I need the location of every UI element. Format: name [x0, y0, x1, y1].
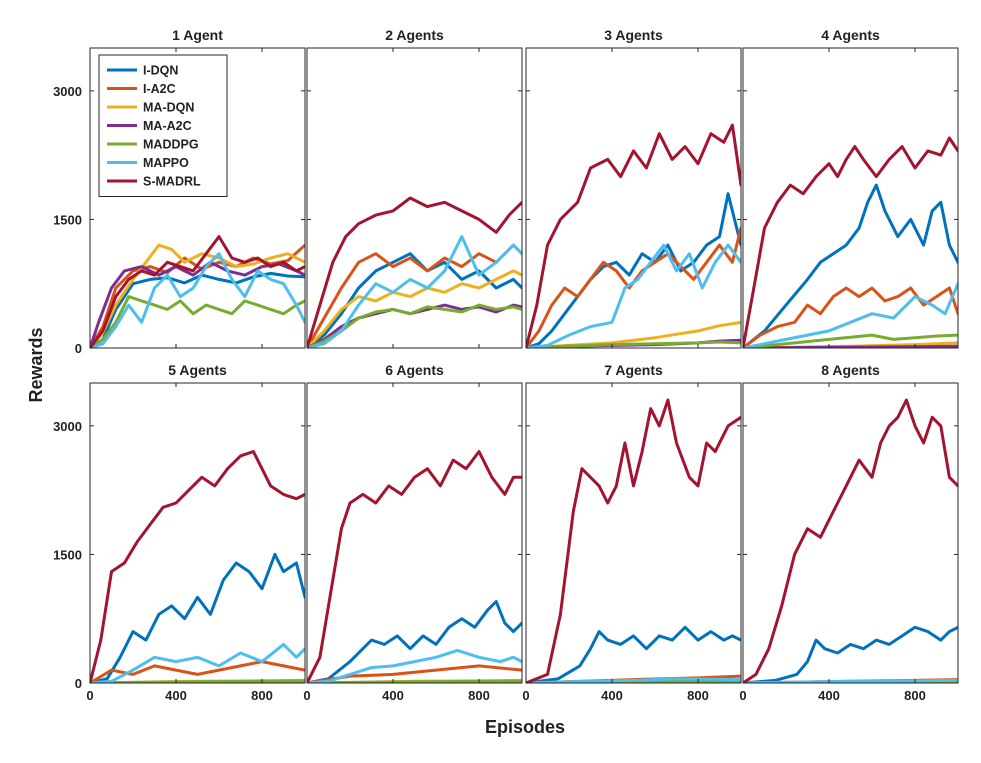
series-line-s-madrl: [90, 450, 305, 683]
subplot-4: 4 Agents: [742, 27, 959, 349]
x-tick-label: 0: [86, 688, 93, 703]
y-tick-label: 1500: [53, 212, 82, 227]
y-tick-label: 3000: [53, 84, 82, 99]
series-group: [90, 450, 305, 683]
series-line-i-dqn: [307, 252, 522, 348]
legend-label-s-madrl: S-MADRL: [143, 175, 201, 189]
series-line-i-dqn: [307, 600, 522, 683]
series-line-s-madrl: [526, 398, 741, 683]
legend-label-maddpg: MADDPG: [143, 138, 199, 152]
x-tick-label: 800: [687, 688, 709, 703]
subplot-frame: [742, 47, 959, 349]
y-tick-label: 0: [75, 676, 82, 691]
series-line-s-madrl: [526, 123, 741, 348]
series-line-maddpg: [743, 333, 958, 348]
y-tick-label: 3000: [53, 419, 82, 434]
subplot-frame: [306, 382, 523, 684]
y-tick-label: 1500: [53, 547, 82, 562]
series-group: [743, 398, 958, 683]
subplot-5: 5 Agents 0 400 800 0 1500 3000: [53, 362, 306, 703]
series-line-maddpg: [90, 295, 305, 348]
x-tick-label: 400: [165, 688, 187, 703]
subplot-7: 7 Agents 0 400 800: [522, 362, 742, 703]
series-line-ma-dqn: [307, 269, 522, 348]
series-group: [743, 136, 958, 348]
series-line-mappo: [90, 642, 305, 683]
x-tick-label: 0: [522, 688, 529, 703]
subplot-title: 5 Agents: [168, 362, 227, 378]
x-tick-label: 400: [382, 688, 404, 703]
series-group: [307, 196, 522, 348]
series-line-i-a2c: [307, 243, 522, 348]
x-tick-label: 800: [468, 688, 490, 703]
series-line-ma-dqn: [90, 243, 305, 348]
series-group: [90, 235, 305, 348]
series-group: [526, 398, 741, 683]
x-tick-label: 400: [818, 688, 840, 703]
legend-label-i-dqn: I-DQN: [143, 64, 178, 78]
series-group: [526, 123, 741, 348]
series-group: [307, 450, 522, 683]
series-line-mappo: [90, 252, 305, 348]
series-line-i-dqn: [90, 552, 305, 683]
subplot-title: 6 Agents: [385, 362, 444, 378]
subplot-title: 7 Agents: [604, 362, 663, 378]
series-line-i-dqn: [90, 271, 305, 348]
subplot-frame: [525, 382, 742, 684]
subplot-frame: [525, 47, 742, 349]
series-line-maddpg: [526, 340, 741, 348]
x-tick-label: 800: [251, 688, 273, 703]
subplot-title: 8 Agents: [821, 362, 880, 378]
series-line-i-dqn: [526, 625, 741, 683]
subplot-frame: [306, 47, 523, 349]
subplot-3: 3 Agents: [525, 27, 742, 349]
legend-label-i-a2c: I-A2C: [143, 82, 176, 96]
subplot-title: 1 Agent: [172, 27, 223, 43]
legend-label-ma-a2c: MA-A2C: [143, 119, 192, 133]
subplot-2: 2 Agents: [306, 27, 523, 349]
series-line-mappo: [743, 282, 958, 348]
subplot-frame: [742, 382, 959, 684]
legend: I-DQN I-A2C MA-DQN MA-A2C MADDPG MAPPO S-MADRL: [98, 54, 228, 197]
subplot-8: 8 Agents 0 400 800: [739, 362, 959, 703]
series-line-mappo: [526, 243, 741, 348]
x-axis-label: Episodes: [485, 717, 565, 737]
series-line-i-dqn: [743, 625, 958, 683]
series-line-s-madrl: [743, 398, 958, 683]
x-tick-label: 800: [904, 688, 926, 703]
subplot-title: 3 Agents: [604, 27, 663, 43]
x-tick-label: 0: [739, 688, 746, 703]
y-tick-label: 0: [75, 341, 82, 356]
x-tick-label: 400: [601, 688, 623, 703]
y-axis-label: Rewards: [26, 327, 46, 402]
series-line-i-a2c: [526, 226, 741, 348]
series-line-mappo: [307, 648, 522, 683]
series-line-i-dqn: [526, 192, 741, 348]
subplot-title: 2 Agents: [385, 27, 444, 43]
subplot-title: 4 Agents: [821, 27, 880, 43]
series-line-s-madrl: [307, 450, 522, 683]
subplot-frame: [89, 47, 306, 349]
series-line-mappo: [307, 235, 522, 348]
x-tick-label: 0: [303, 688, 310, 703]
subplot-1: 1 Agent 0 1500 3000 I-DQN I-A2C MA-DQN MA-A2C MA…: [53, 27, 306, 356]
series-line-s-madrl: [743, 136, 958, 348]
series-line-mappo: [743, 678, 958, 683]
series-line-s-madrl: [90, 235, 305, 348]
subplot-frame: [89, 382, 306, 684]
legend-label-mappo: MAPPO: [143, 156, 189, 170]
series-line-s-madrl: [307, 196, 522, 348]
subplot-6: 6 Agents 0 400 800: [303, 362, 523, 703]
series-line-i-dqn: [743, 183, 958, 348]
legend-label-ma-dqn: MA-DQN: [143, 101, 194, 115]
